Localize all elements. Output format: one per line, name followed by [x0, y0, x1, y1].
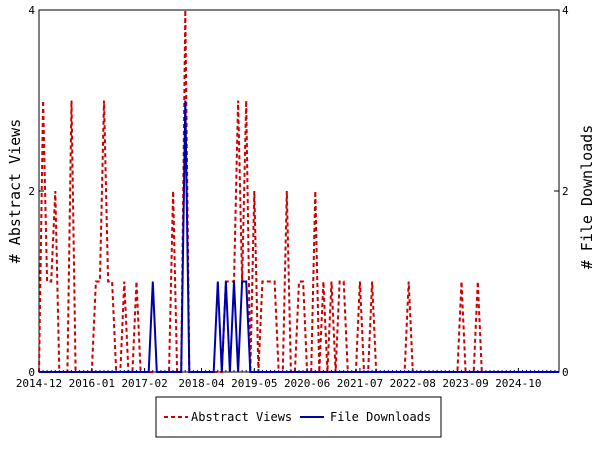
y-right-tick-label: 0 — [562, 366, 569, 379]
y-left-tick-label: 4 — [28, 4, 35, 17]
x-tick-label: 2014-12 — [16, 377, 62, 390]
x-tick-label: 2019-05 — [231, 377, 277, 390]
x-tick-label: 2018-04 — [178, 377, 225, 390]
y-right-tick-label: 4 — [562, 4, 569, 17]
x-tick-label: 2023-09 — [442, 377, 488, 390]
x-tick-label: 2016-01 — [69, 377, 115, 390]
legend: Abstract Views File Downloads — [155, 396, 442, 438]
y-left-tick-label: 2 — [28, 185, 35, 198]
x-tick-label: 2021-07 — [337, 377, 383, 390]
y-right-axis-title: # File Downloads — [578, 125, 596, 270]
x-tick-label: 2017-02 — [121, 377, 167, 390]
x-ticks: 2014-12 2016-01 2017-02 2018-04 2019-05 2020-… — [16, 368, 542, 390]
series-layer — [38, 9, 560, 373]
x-tick-label: 2022-08 — [390, 377, 436, 390]
y-left-axis-title: # Abstract Views — [6, 119, 24, 264]
legend-label-abstract-views: Abstract Views — [191, 410, 292, 424]
y-right-tick-label: 2 — [562, 185, 569, 198]
y-left-tick-label: 0 — [28, 366, 35, 379]
x-tick-label: 2020-06 — [284, 377, 330, 390]
series-line-file-downloads — [39, 100, 559, 373]
legend-label-file-downloads: File Downloads — [330, 410, 431, 424]
x-tick-label: 2024-10 — [495, 377, 541, 390]
legend-box — [155, 396, 442, 438]
